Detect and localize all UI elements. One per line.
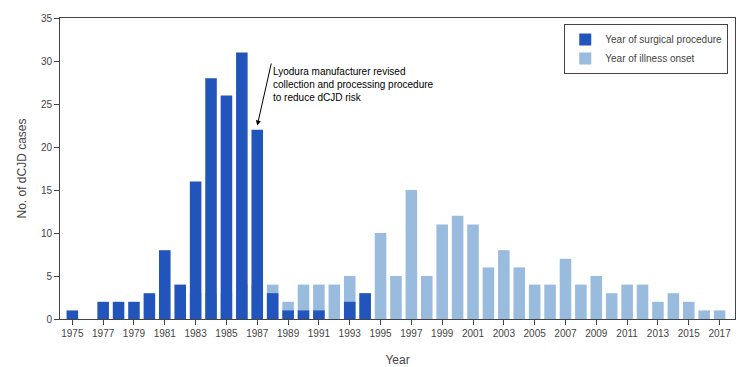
svg-text:20: 20 [41,142,53,153]
svg-text:2003: 2003 [493,328,516,339]
svg-text:1999: 1999 [431,328,454,339]
svg-text:1997: 1997 [400,328,423,339]
svg-text:1995: 1995 [369,328,392,339]
svg-text:1983: 1983 [184,328,207,339]
svg-text:30: 30 [41,56,53,67]
svg-text:0: 0 [46,314,52,325]
svg-text:1993: 1993 [339,328,362,339]
svg-text:2017: 2017 [708,328,731,339]
svg-text:1981: 1981 [154,328,177,339]
svg-text:15: 15 [41,185,53,196]
svg-text:Year of illness onset: Year of illness onset [605,53,694,64]
svg-text:2015: 2015 [678,328,701,339]
svg-text:Lyodura manufacturer revisedco: Lyodura manufacturer revisedcollection a… [273,66,434,103]
svg-text:2007: 2007 [554,328,577,339]
svg-text:1979: 1979 [123,328,146,339]
svg-text:1975: 1975 [61,328,84,339]
svg-text:2005: 2005 [524,328,547,339]
svg-text:2009: 2009 [585,328,608,339]
svg-text:10: 10 [41,228,53,239]
svg-text:Year: Year [385,353,409,367]
svg-text:25: 25 [41,99,53,110]
svg-text:Year of surgical procedure: Year of surgical procedure [605,34,722,45]
svg-text:5: 5 [46,271,52,282]
svg-text:No. of dCJD cases: No. of dCJD cases [15,118,29,218]
svg-text:1989: 1989 [277,328,300,339]
svg-text:1985: 1985 [215,328,238,339]
svg-text:2013: 2013 [647,328,670,339]
svg-text:1987: 1987 [246,328,269,339]
svg-text:35: 35 [41,13,53,24]
svg-text:2011: 2011 [616,328,638,339]
svg-text:1991: 1991 [308,328,331,339]
svg-text:2001: 2001 [462,328,485,339]
svg-text:1977: 1977 [92,328,115,339]
